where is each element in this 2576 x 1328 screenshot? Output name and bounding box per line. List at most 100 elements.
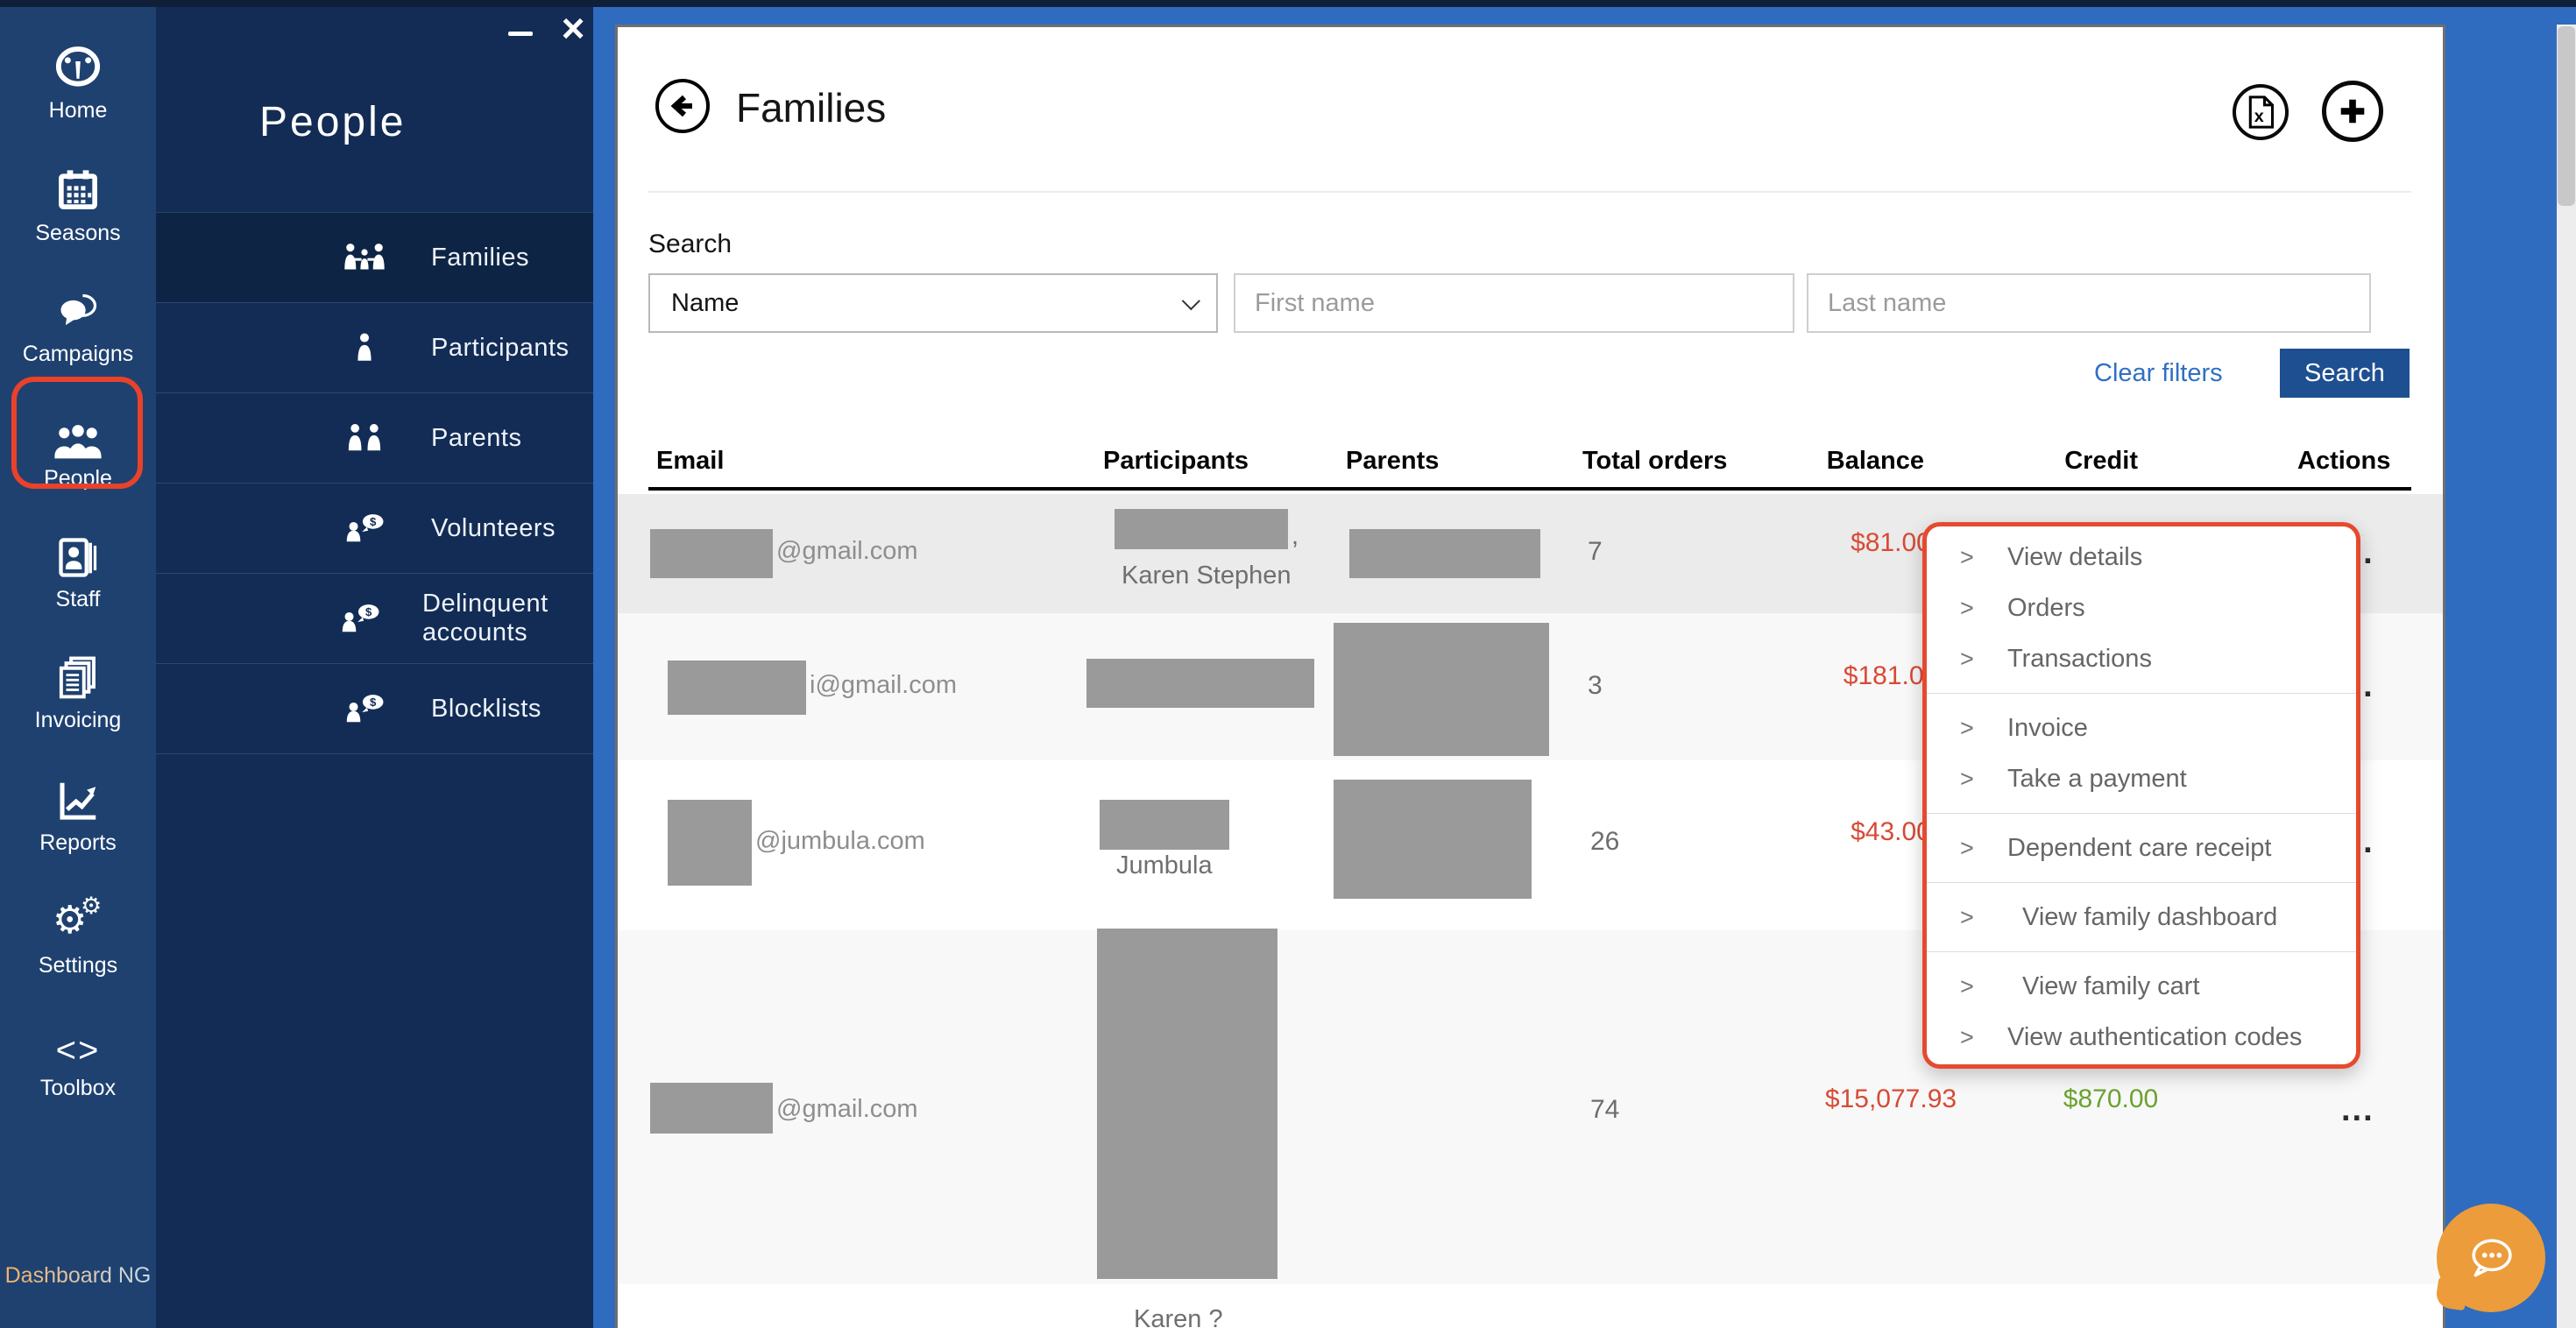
column-header-actions: Actions xyxy=(2297,447,2391,475)
column-header-parents: Parents xyxy=(1346,447,1440,475)
redaction-box xyxy=(668,660,806,715)
id-card-icon xyxy=(55,535,101,581)
redaction-box xyxy=(650,529,773,578)
panel-item-blocklists[interactable]: Blocklists xyxy=(156,663,593,753)
gears-icon: ⚙ ⚙ xyxy=(53,893,103,942)
person-money-icon xyxy=(338,603,382,634)
panel-item-delinquent-accounts[interactable]: Delinquent accounts xyxy=(156,573,593,663)
divider xyxy=(156,753,593,754)
minimize-button[interactable] xyxy=(508,32,533,36)
last-name-input[interactable] xyxy=(1807,273,2371,333)
column-header-total-orders: Total orders xyxy=(1582,447,1728,475)
chevron-right-icon: > xyxy=(1960,594,1974,621)
search-section-label: Search xyxy=(648,230,732,258)
annotation-ring-people xyxy=(11,377,143,489)
panel-item-volunteers[interactable]: Volunteers xyxy=(156,483,593,573)
menu-item-orders[interactable]: > Orders xyxy=(1960,593,2085,622)
participants-suffix: , xyxy=(1292,522,1299,550)
chevron-right-icon: > xyxy=(1960,903,1974,930)
parents-icon xyxy=(338,422,391,454)
row-actions-button[interactable]: ... xyxy=(2341,1091,2374,1128)
menu-item-invoice[interactable]: > Invoice xyxy=(1960,713,2088,742)
chevron-right-icon: > xyxy=(1960,834,1974,861)
sidebar-item-invoicing[interactable]: Invoicing xyxy=(0,629,156,732)
column-header-participants: Participants xyxy=(1103,447,1249,475)
sidebar-item-campaigns[interactable]: Campaigns xyxy=(0,263,156,366)
menu-item-view-family-cart[interactable]: > View family cart xyxy=(1960,971,2200,1000)
sidebar-item-label: Campaigns xyxy=(22,342,134,366)
redaction-box xyxy=(1097,929,1277,1279)
panel-item-parents[interactable]: Parents xyxy=(156,392,593,483)
search-field-value: Name xyxy=(671,288,740,317)
email-cell: @gmail.com xyxy=(776,537,918,565)
redaction-box xyxy=(1100,800,1229,850)
sidebar-item-label: Invoicing xyxy=(34,708,122,732)
sidebar-item-label: Seasons xyxy=(35,221,121,245)
balance-cell: $43.00 xyxy=(1851,817,1931,846)
email-cell: @gmail.com xyxy=(776,1095,918,1123)
redaction-box xyxy=(668,800,752,886)
menu-separator xyxy=(1927,693,2356,694)
speech-bubble-icon xyxy=(2465,1235,2517,1281)
panel-item-participants[interactable]: Participants xyxy=(156,302,593,392)
back-button[interactable] xyxy=(655,79,710,133)
person-money-icon xyxy=(338,512,391,544)
clear-filters-link[interactable]: Clear filters xyxy=(2094,359,2223,387)
chevron-down-icon xyxy=(1181,291,1200,310)
sidebar-item-dashboard-ng[interactable]: Dashboard NG xyxy=(0,1184,156,1288)
sidebar-item-seasons[interactable]: Seasons xyxy=(0,142,156,245)
header-underline xyxy=(648,487,2411,491)
redaction-box xyxy=(1334,623,1549,756)
email-cell: @jumbula.com xyxy=(755,827,925,855)
page-title: Families xyxy=(736,85,887,131)
chat-widget-button[interactable] xyxy=(2437,1204,2545,1312)
sidebar-item-label: Reports xyxy=(39,830,117,855)
family-icon xyxy=(338,242,391,273)
participants-cell: Karen Stephen xyxy=(1122,562,1292,590)
documents-icon xyxy=(54,654,102,702)
total-orders-cell: 3 xyxy=(1588,671,1603,700)
calendar-icon xyxy=(54,167,102,215)
search-field-select[interactable]: Name xyxy=(648,273,1218,333)
plus-icon xyxy=(2336,95,2369,128)
redaction-box xyxy=(1086,659,1314,708)
sidebar-item-label: Toolbox xyxy=(39,1076,117,1100)
column-header-credit: Credit xyxy=(2064,447,2138,475)
email-cell: i@gmail.com xyxy=(810,671,958,699)
sidebar-item-home[interactable]: Home xyxy=(0,19,156,123)
scrollbar-thumb[interactable] xyxy=(2558,26,2575,206)
add-family-button[interactable] xyxy=(2322,81,2383,142)
sidebar-item-label: Home xyxy=(48,98,108,123)
sidebar-item-settings[interactable]: ⚙ ⚙ Settings xyxy=(0,874,156,978)
menu-item-view-details[interactable]: > View details xyxy=(1960,542,2143,571)
back-arrow-icon xyxy=(665,88,700,124)
redaction-box xyxy=(650,1083,773,1134)
close-button[interactable]: × xyxy=(561,5,585,51)
panel-item-families[interactable]: Families xyxy=(156,212,593,302)
scrollbar-track[interactable] xyxy=(2557,25,2576,1328)
sidebar-item-reports[interactable]: Reports xyxy=(0,752,156,855)
person-money-icon xyxy=(338,693,391,724)
excel-file-icon xyxy=(2245,95,2276,130)
sidebar-item-staff[interactable]: Staff xyxy=(0,508,156,611)
menu-item-view-authentication-codes[interactable]: > View authentication codes xyxy=(1960,1022,2303,1051)
chevron-right-icon: > xyxy=(1960,1023,1974,1050)
search-button[interactable]: Search xyxy=(2280,349,2410,398)
table-row[interactable] xyxy=(618,1284,2443,1328)
angle-dots-icon: <•••> xyxy=(55,1026,2373,1070)
export-excel-button[interactable] xyxy=(2233,84,2289,140)
credit-cell: $870.00 xyxy=(2063,1084,2159,1113)
menu-item-take-a-payment[interactable]: > Take a payment xyxy=(1960,764,2187,793)
menu-separator xyxy=(1927,951,2356,952)
first-name-input[interactable] xyxy=(1234,273,1794,333)
total-orders-cell: 7 xyxy=(1588,537,1603,566)
chevron-right-icon: > xyxy=(1960,765,1974,792)
menu-item-view-family-dashboard[interactable]: > View family dashboard xyxy=(1960,902,2278,931)
row-actions-menu: > View details > Orders > Transactions >… xyxy=(1922,522,2360,1069)
sidebar-item-toolbox[interactable]: <•••> Toolbox xyxy=(0,997,2373,1100)
menu-item-transactions[interactable]: > Transactions xyxy=(1960,644,2152,673)
window-top-strip xyxy=(0,0,2576,7)
gauge-icon xyxy=(53,43,103,92)
menu-item-dependent-care-receipt[interactable]: > Dependent care receipt xyxy=(1960,833,2272,862)
